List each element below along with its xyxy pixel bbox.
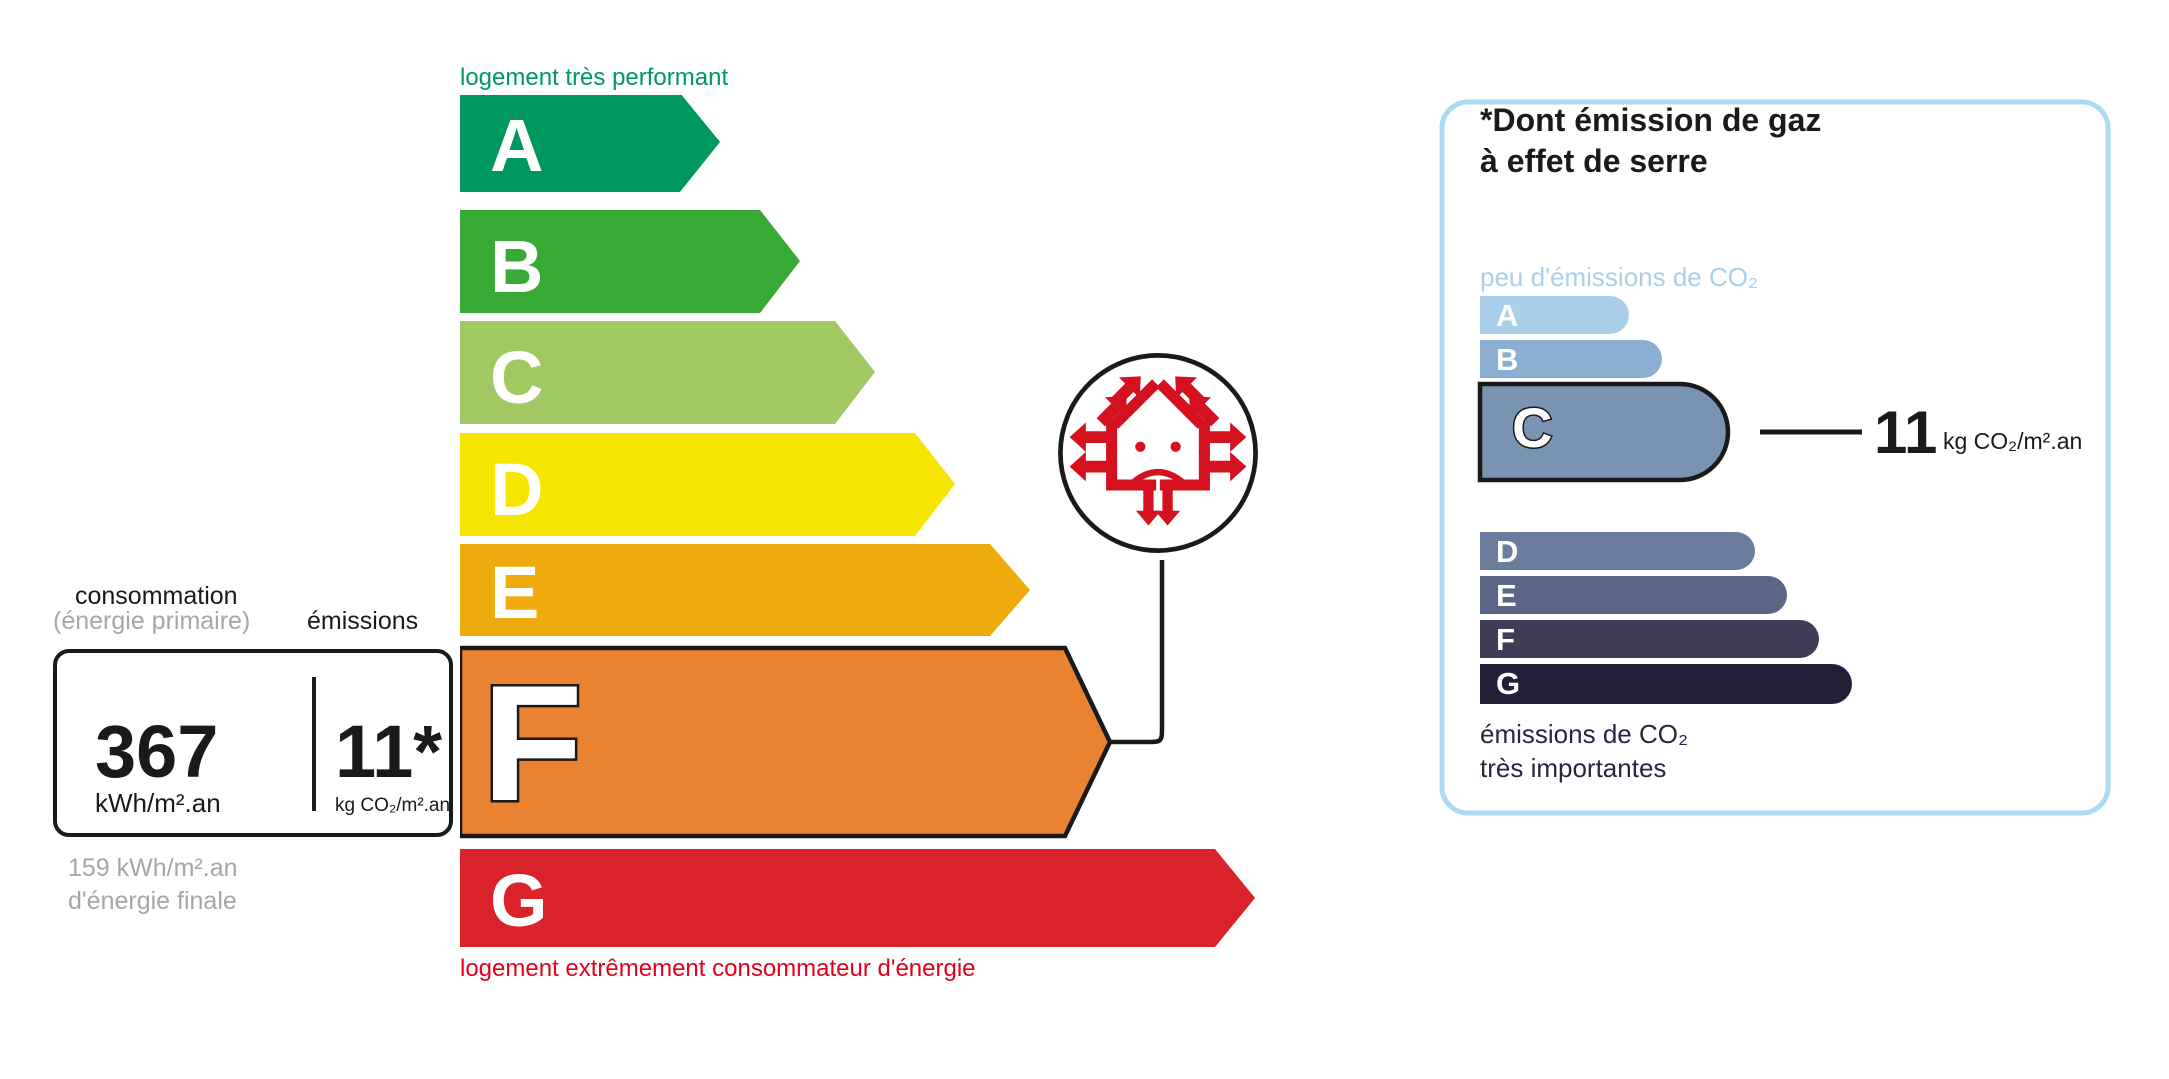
svg-text:G: G <box>1496 666 1520 701</box>
svg-text:A: A <box>1496 298 1518 333</box>
svg-text:E: E <box>490 551 539 634</box>
svg-text:367: 367 <box>95 710 218 793</box>
svg-text:kg CO₂/m².an: kg CO₂/m².an <box>335 795 450 816</box>
svg-text:kg CO₂/m².an: kg CO₂/m².an <box>1943 428 2082 454</box>
svg-text:E: E <box>1496 578 1517 613</box>
svg-text:kWh/m².an: kWh/m².an <box>95 788 221 818</box>
svg-text:11*: 11* <box>335 710 442 793</box>
svg-text:11: 11 <box>1874 399 1937 466</box>
svg-text:F: F <box>1496 622 1515 657</box>
svg-text:B: B <box>1496 342 1518 377</box>
svg-text:D: D <box>1496 534 1518 569</box>
svg-text:G: G <box>490 859 548 942</box>
svg-text:A: A <box>490 104 543 187</box>
svg-text:C: C <box>490 336 543 419</box>
svg-text:C: C <box>1512 396 1552 459</box>
svg-text:B: B <box>490 225 543 308</box>
svg-text:D: D <box>490 448 543 531</box>
svg-text:F: F <box>482 651 583 835</box>
